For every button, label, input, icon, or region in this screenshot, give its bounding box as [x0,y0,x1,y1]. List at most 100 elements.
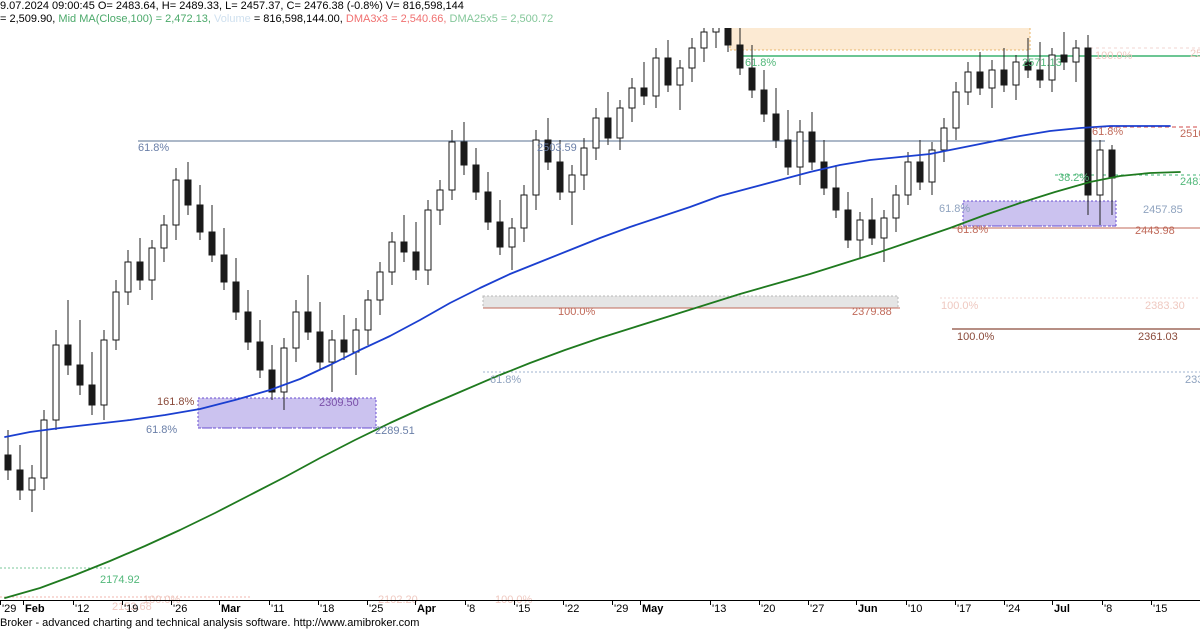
candlestick[interactable] [100,330,108,420]
candlestick[interactable] [916,140,924,190]
candlestick[interactable] [772,88,780,148]
candlestick[interactable] [604,92,612,145]
candlestick[interactable] [592,108,600,160]
candlestick[interactable] [136,238,144,290]
candlestick[interactable] [952,82,960,140]
candlestick[interactable] [988,60,996,108]
candlestick[interactable] [88,352,96,415]
candlestick[interactable] [664,40,672,92]
candlestick[interactable] [616,100,624,150]
candlestick[interactable] [700,28,708,62]
candlestick[interactable] [340,315,348,360]
candlestick[interactable] [880,210,888,262]
candlestick[interactable] [76,320,84,395]
candlestick[interactable] [16,445,24,500]
candlestick[interactable] [280,338,288,410]
candlestick[interactable] [868,198,876,245]
candlestick[interactable] [556,140,564,200]
price-chart-plot[interactable] [0,28,1200,603]
purple-box-left[interactable] [197,397,377,429]
candlestick[interactable] [124,250,132,305]
candlestick[interactable] [1096,140,1104,225]
candlestick[interactable] [532,130,540,210]
candlestick[interactable] [520,185,528,242]
candlestick[interactable] [52,330,60,430]
candlestick[interactable] [640,62,648,105]
candlestick[interactable] [580,138,588,190]
candlestick[interactable] [64,300,72,375]
candlestick[interactable] [748,45,756,98]
candlestick[interactable] [736,28,744,75]
candlestick[interactable] [1060,32,1068,70]
candlestick[interactable] [160,215,168,262]
chart-canvas[interactable] [0,28,1200,603]
candlestick[interactable] [112,280,120,350]
purple-box-right[interactable] [962,200,1117,227]
candlestick[interactable] [1048,48,1056,92]
candlestick[interactable] [196,185,204,240]
candlestick[interactable] [256,320,264,378]
candlestick[interactable] [844,192,852,248]
candlestick[interactable] [892,185,900,232]
candlestick[interactable] [724,28,732,52]
date-axis[interactable]: '29 Feb '12 '19 '26 Mar '11 '18 '25 Apr '8 '15 '22 '2… [0,600,1200,616]
candlestick[interactable] [388,232,396,285]
candlestick[interactable] [1024,38,1032,78]
candlestick[interactable] [208,205,216,262]
candlestick[interactable] [904,152,912,205]
candlestick[interactable] [400,215,408,262]
candlestick[interactable] [712,28,720,48]
candlestick[interactable] [148,240,156,300]
candlestick[interactable] [184,162,192,215]
orange-box-top[interactable] [729,28,1031,51]
candlestick[interactable] [544,118,552,170]
candlestick[interactable] [508,218,516,270]
candlestick[interactable] [232,258,240,320]
candlestick[interactable] [1084,35,1092,215]
candlestick[interactable] [1000,48,1008,92]
candlestick[interactable] [376,262,384,315]
candlestick[interactable] [976,52,984,95]
candlestick[interactable] [364,290,372,345]
candlestick[interactable] [484,172,492,230]
candlestick[interactable] [4,430,12,480]
candlestick[interactable] [1072,40,1080,82]
candlestick[interactable] [820,140,828,195]
candlestick[interactable] [424,200,432,285]
candlestick[interactable] [244,290,252,350]
candlestick[interactable] [676,60,684,110]
candlestick[interactable] [40,410,48,490]
candlestick[interactable] [472,148,480,200]
candlestick[interactable] [436,180,444,225]
candlestick[interactable] [652,48,660,108]
candlestick[interactable] [688,38,696,82]
ma-line-dma25x5[interactable] [4,171,1181,599]
candlestick[interactable] [328,330,336,392]
candlestick[interactable] [304,275,312,340]
candlestick[interactable] [808,112,816,170]
candlestick[interactable] [496,200,504,255]
candlestick[interactable] [28,465,36,512]
candlestick[interactable] [220,228,228,290]
candlestick[interactable] [628,78,636,122]
candlestick[interactable] [784,110,792,175]
candlestick[interactable] [460,122,468,175]
candlestick[interactable] [940,118,948,162]
candlestick[interactable] [832,165,840,218]
candlestick[interactable] [316,302,324,370]
candlestick[interactable] [928,142,936,195]
candlestick[interactable] [856,212,864,258]
candlestick[interactable] [964,62,972,105]
candlestick[interactable] [1036,42,1044,88]
candlestick[interactable] [292,300,300,362]
ma-line-mid-ma-close-100-[interactable] [4,125,1171,438]
gray-box-mid[interactable] [482,295,899,309]
candlestick[interactable] [448,130,456,200]
candlestick[interactable] [268,345,276,400]
candlestick[interactable] [568,165,576,225]
candlestick[interactable] [1012,55,1020,100]
candlestick[interactable] [352,318,360,375]
candlestick[interactable] [412,222,420,280]
candlestick[interactable] [172,168,180,240]
candlestick[interactable] [760,70,768,122]
